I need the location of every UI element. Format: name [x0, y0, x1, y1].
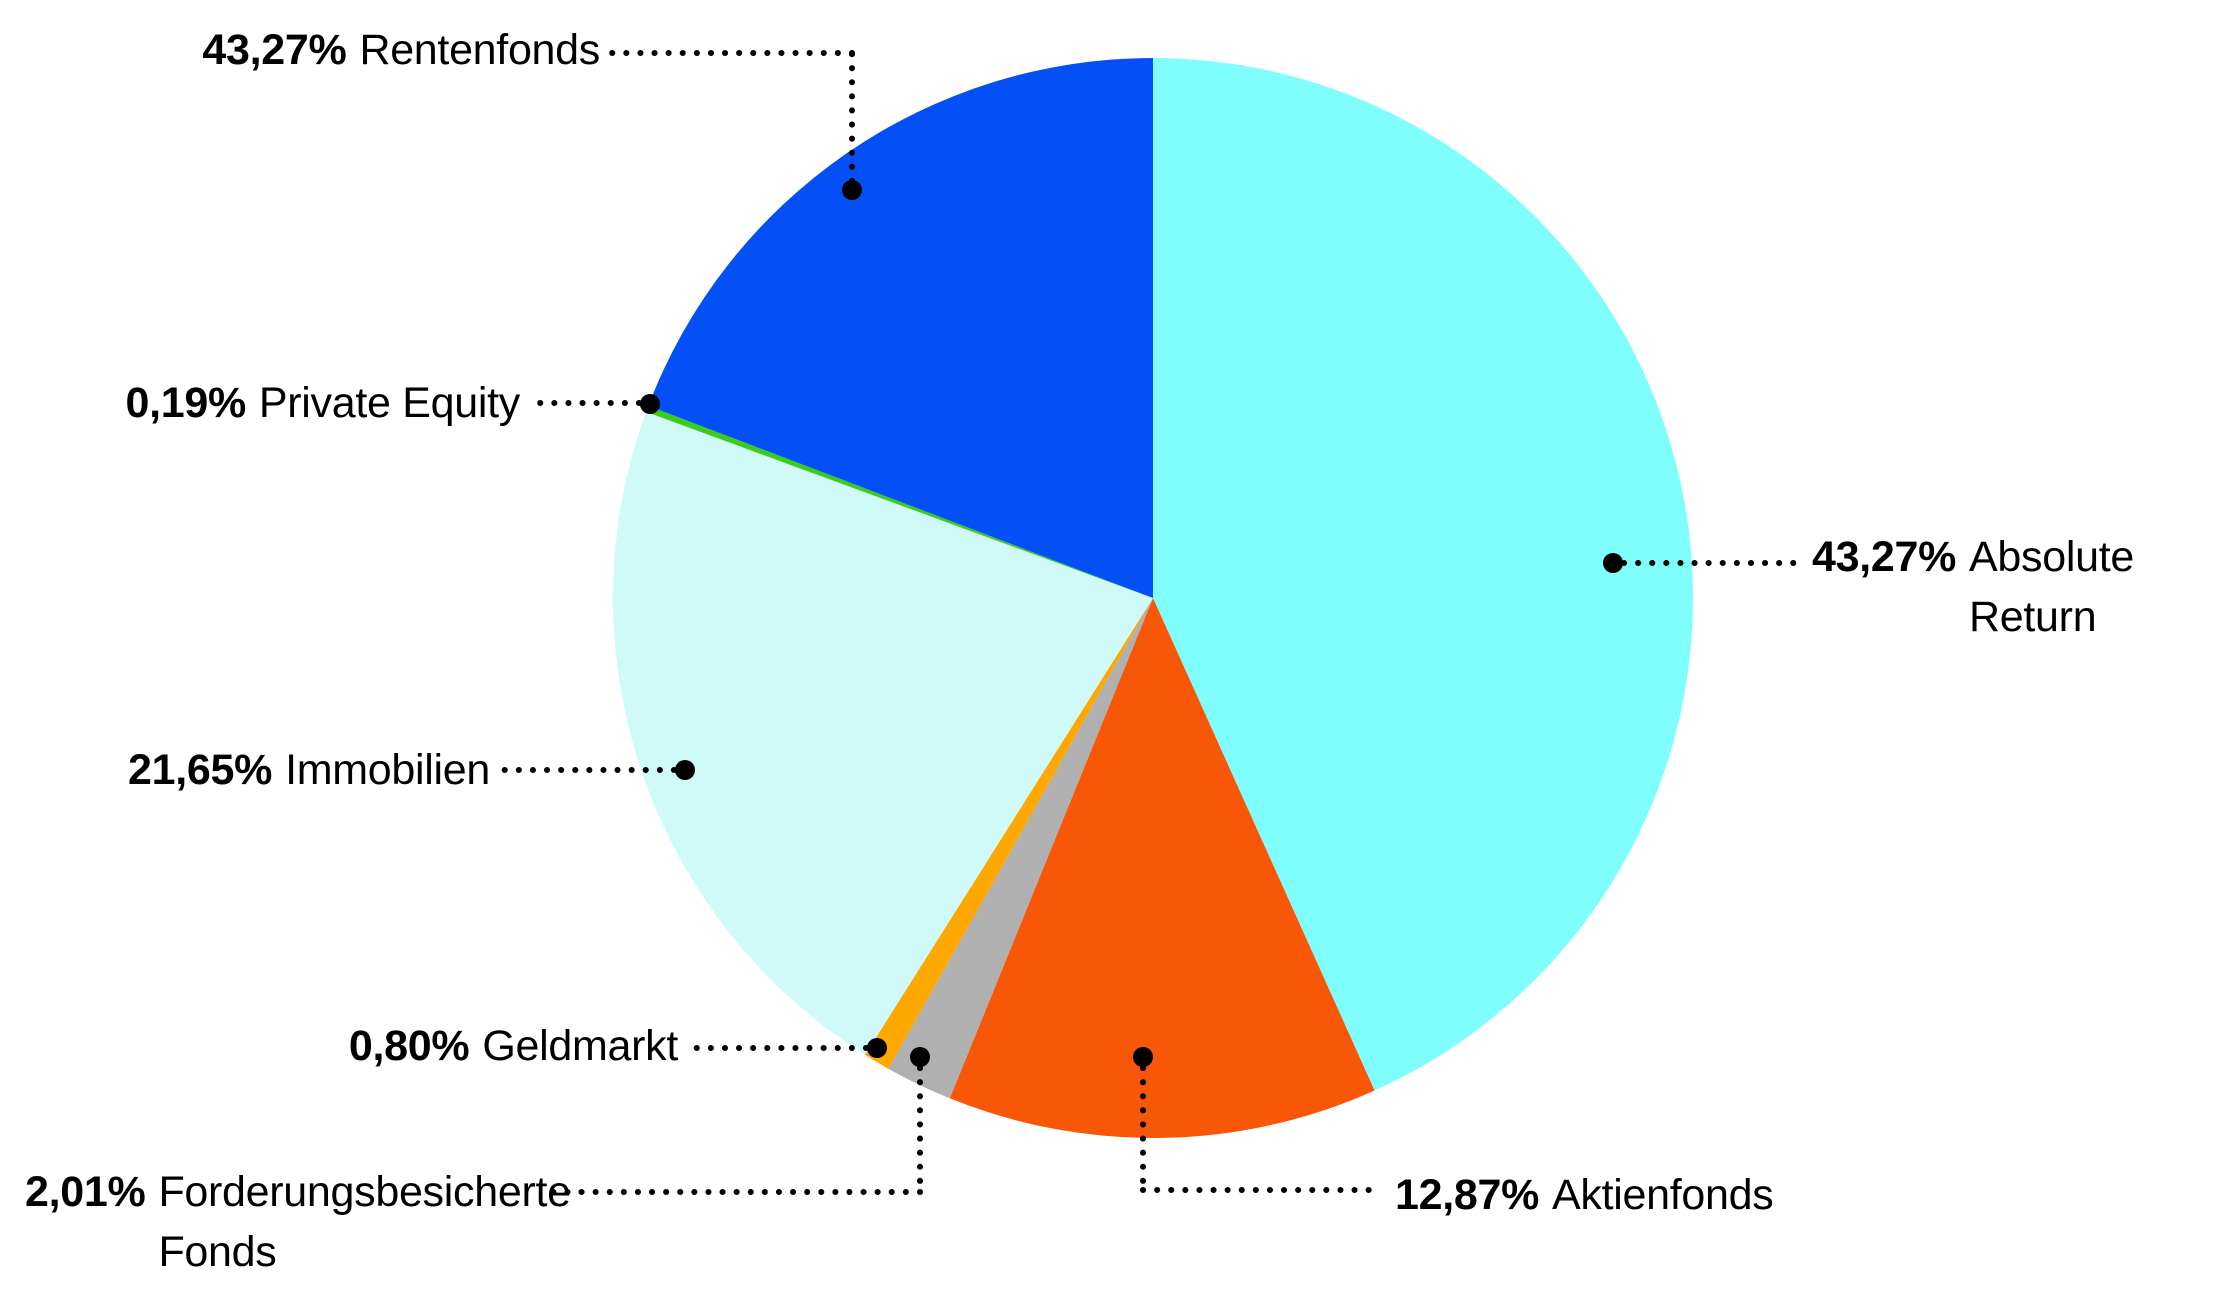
slice-label-forderungsbesicherte-fonds: 2,01% Forderungsbesicherte Fonds	[25, 1162, 618, 1282]
slice-name: Rentenfonds	[359, 26, 600, 74]
slice-name: Private Equity	[258, 379, 520, 427]
slice-value: 12,87%	[1395, 1171, 1540, 1219]
slice-label-aktienfonds: 12,87% Aktienfonds	[1395, 1165, 1774, 1225]
slice-value: 21,65%	[128, 746, 273, 794]
slice-name: Absolute Return	[1969, 533, 2134, 641]
pie-slice-absolute-return	[1153, 58, 1694, 1091]
slice-name: Immobilien	[285, 746, 490, 794]
pie-slice-private-equity	[646, 405, 1153, 598]
pie-slice-rentenfonds	[648, 57, 1153, 598]
marker-dot-aktienfonds	[1133, 1047, 1153, 1067]
slice-label-rentenfonds: 43,27% Rentenfonds	[202, 20, 600, 80]
slice-value: 0,80%	[348, 1022, 470, 1070]
pie-slice-aktienfonds	[949, 598, 1375, 1139]
marker-dot-immobilien	[675, 760, 695, 780]
pie-slice-geldmarkt	[865, 598, 1153, 1069]
slice-name: Geldmarkt	[482, 1022, 678, 1070]
marker-dot-forderungsbesicherte-fonds	[910, 1047, 930, 1067]
marker-dot-rentenfonds	[842, 180, 862, 200]
slice-value: 2,01%	[25, 1168, 146, 1216]
slice-label-private-equity: 0,19% Private Equity	[125, 373, 520, 433]
slice-name: Aktienfonds	[1552, 1171, 1774, 1219]
slice-value: 43,27%	[1812, 533, 1957, 581]
marker-dot-private-equity	[640, 394, 660, 414]
marker-dot-absolute-return	[1603, 553, 1623, 573]
slice-label-geldmarkt: 0,80% Geldmarkt	[349, 1016, 678, 1076]
slice-value: 43,27%	[202, 26, 347, 74]
marker-dot-geldmarkt	[867, 1038, 887, 1058]
slice-value: 0,19%	[125, 379, 246, 427]
slice-label-immobilien: 21,65% Immobilien	[128, 740, 490, 800]
pie-slice-forderungsbesicherte-fonds	[888, 598, 1153, 1099]
slice-name: Forderungsbesicherte Fonds	[158, 1168, 571, 1276]
pie-slice-immobilien	[612, 411, 1153, 1055]
slice-label-absolute-return: 43,27% Absolute Return	[1812, 527, 2174, 647]
